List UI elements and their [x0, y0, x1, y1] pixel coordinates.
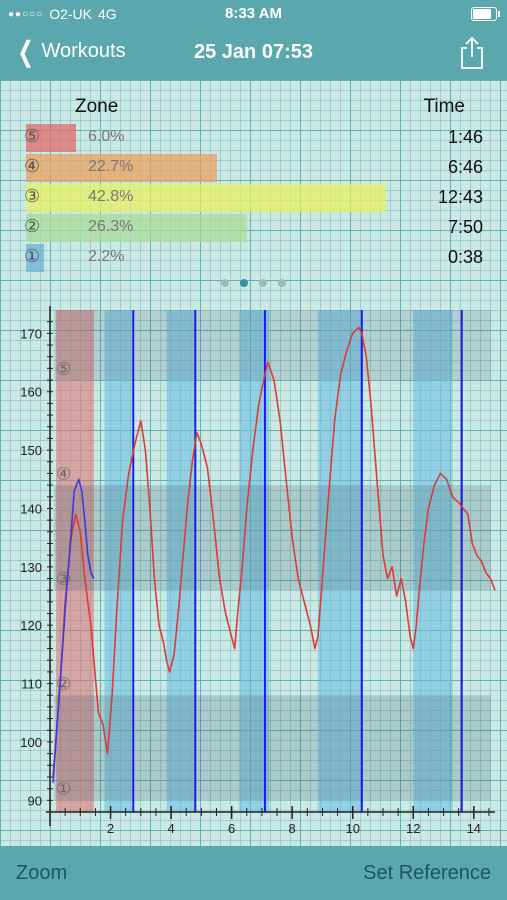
y-tick-label: 130	[20, 560, 42, 575]
heart-rate-line	[52, 326, 496, 778]
zone-bar	[26, 184, 386, 212]
interval-band	[413, 310, 453, 812]
status-time: 8:33 AM	[225, 5, 282, 22]
zone-percent: 2.2%	[88, 248, 125, 265]
zone-band	[54, 485, 491, 591]
zone-column-header: Zone	[75, 96, 119, 117]
back-button[interactable]: ❮ Workouts	[14, 35, 126, 67]
y-tick-label: 120	[20, 618, 42, 633]
zone-band	[54, 695, 491, 801]
zone-bar	[26, 244, 45, 272]
zone-number: ①	[24, 246, 41, 266]
zone-percent: 42.8%	[88, 188, 134, 205]
status-bar: ●●○○○ O2-UK 4G 8:33 AM	[0, 0, 507, 28]
zone-bar	[26, 124, 77, 152]
y-tick-label: 150	[20, 443, 42, 458]
page-dot[interactable]	[259, 279, 267, 287]
zone-row-3: ③ 42.8% 12:43	[0, 184, 507, 212]
y-tick-label: 160	[20, 385, 42, 400]
x-tick-label: 8	[289, 821, 296, 836]
zone-axis-label: ⑤	[56, 359, 71, 379]
page-dot[interactable]	[278, 279, 286, 287]
network-type: 4G	[98, 6, 117, 22]
x-tick-label: 12	[406, 821, 420, 836]
y-tick-label: 90	[28, 793, 42, 808]
battery-icon	[471, 7, 500, 21]
zone-axis-label: ④	[56, 464, 71, 484]
x-tick-label: 4	[167, 821, 174, 836]
zone-axis-label: ③	[56, 570, 71, 590]
page-dot[interactable]	[221, 279, 229, 287]
y-tick-label: 100	[20, 735, 42, 750]
zone-percent: 26.3%	[88, 218, 134, 235]
zone-number: ②	[24, 216, 41, 236]
zone-time: 0:38	[447, 247, 483, 267]
zone-time: 7:50	[447, 217, 483, 237]
zone-row-1: ① 2.2% 0:38	[0, 244, 507, 272]
zone-number: ④	[24, 156, 41, 176]
interval-band	[317, 310, 362, 812]
page-indicator[interactable]	[0, 279, 507, 287]
zone-time: 6:46	[447, 157, 483, 177]
time-column-header: Time	[423, 96, 465, 117]
zone-number: ⑤	[24, 126, 41, 146]
page-dot[interactable]	[240, 279, 248, 287]
back-label: Workouts	[41, 40, 126, 62]
zone-row-5: ⑤ 6.0% 1:46	[0, 124, 507, 152]
zone-percent: 6.0%	[88, 128, 125, 145]
page-title: 25 Jan 07:53	[194, 41, 313, 63]
x-tick-label: 2	[107, 821, 114, 836]
zone-band	[54, 310, 491, 381]
y-tick-label: 110	[21, 677, 42, 692]
reference-line	[52, 478, 95, 783]
zone-row-2: ② 26.3% 7:50	[0, 214, 507, 242]
zone-percent: 22.7%	[88, 158, 134, 175]
zoom-button[interactable]: Zoom	[16, 862, 68, 884]
battery-level	[473, 9, 491, 19]
zone-bar	[26, 214, 247, 242]
chevron-left-icon: ❮	[17, 35, 34, 67]
zone-time: 12:43	[437, 187, 483, 207]
x-tick-label: 10	[345, 821, 359, 836]
signal-strength-icon: ●●○○○	[8, 8, 44, 20]
zone-number: ③	[24, 186, 41, 206]
interval-band	[166, 310, 196, 812]
x-tick-label: 14	[467, 821, 481, 836]
zone-axis-label: ①	[56, 780, 71, 800]
carrier-info: ●●○○○ O2-UK 4G	[8, 6, 117, 22]
zone-axis-label: ②	[56, 675, 71, 695]
y-tick-label: 170	[20, 326, 42, 341]
zone-bar	[26, 154, 217, 182]
y-tick-label: 140	[20, 501, 42, 516]
interval-band	[56, 310, 94, 812]
navigation-bar: ❮ Workouts 25 Jan 07:53	[0, 28, 507, 80]
carrier-name: O2-UK	[49, 6, 92, 22]
bottom-toolbar: Zoom Set Reference	[0, 846, 507, 900]
x-tick-label: 6	[228, 821, 235, 836]
zone-row-4: ④ 22.7% 6:46	[0, 154, 507, 182]
zone-time: 1:46	[447, 127, 483, 147]
set-reference-button[interactable]: Set Reference	[363, 862, 491, 884]
share-icon[interactable]	[459, 36, 485, 70]
heart-rate-chart[interactable]: 2 4 6 8 10 12 14 90 100 110 120 130 140 150 160 170 ① ② ③ ④…	[0, 300, 507, 840]
